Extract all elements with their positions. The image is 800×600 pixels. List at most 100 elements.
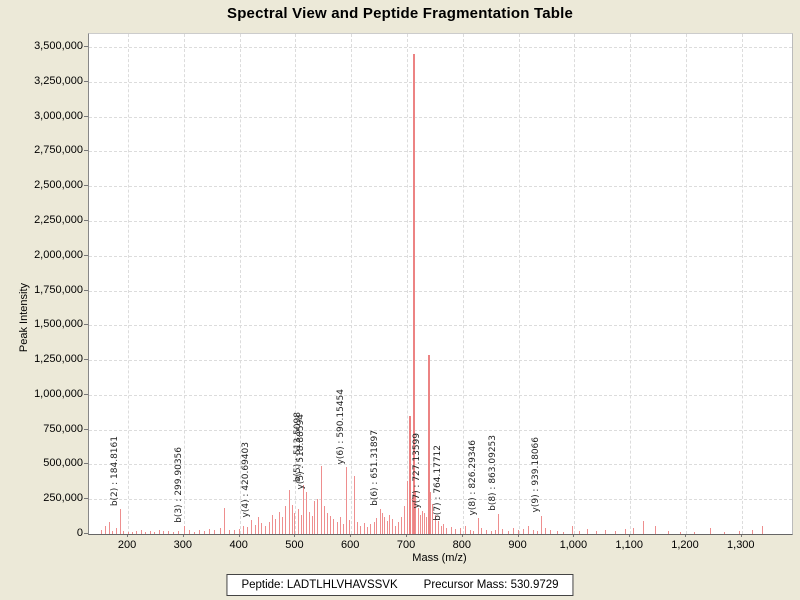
y-tick-mark [84, 46, 88, 47]
spectrum-peak [278, 511, 280, 534]
spectrum-peak [517, 530, 519, 534]
spectrum-peak [494, 529, 496, 534]
spectrum-peak [303, 485, 304, 534]
y-tick-mark [84, 393, 88, 395]
peptide-sequence: LADTLHLVHAVSSVK [286, 579, 398, 591]
x-gridline [685, 34, 687, 534]
peak-annotation: y(6) : 590.15454 [335, 388, 346, 465]
y-tick-mark [84, 150, 88, 152]
spectrum-peak [272, 514, 273, 534]
spectrum-peak [145, 531, 147, 534]
spectrum-peak [413, 54, 416, 534]
spectrum-peak [127, 531, 129, 534]
spectrum-peak [317, 498, 319, 534]
spectrum-peak [258, 517, 260, 534]
spectrum-peak [437, 520, 439, 534]
x-gridline [351, 34, 353, 534]
spectrum-peak [141, 530, 143, 534]
spectrum-peak [426, 517, 427, 534]
spectrum-peak [415, 490, 417, 534]
spectrum-peak [282, 517, 283, 534]
y-tick-label: 2,750,000 [34, 144, 83, 157]
spectrum-peak [209, 528, 210, 534]
spectrum-peak [193, 531, 195, 534]
spectrum-peak [411, 497, 413, 534]
spectrum-peak [311, 515, 313, 534]
y-gridline [89, 255, 792, 257]
x-tick-mark [629, 534, 631, 537]
spectrum-peak [532, 529, 534, 534]
spectrum-peak [680, 531, 682, 534]
spectrum-peak [264, 525, 266, 534]
spectrum-peak [477, 518, 479, 534]
spectrum-peak [739, 530, 740, 534]
spectrum-peak [624, 529, 626, 534]
spectrum-peak [158, 529, 160, 534]
spectrum-peak [595, 531, 597, 534]
x-tick-mark [517, 534, 519, 537]
spectrum-peak [254, 525, 256, 534]
spectrum-peak [485, 530, 487, 534]
x-tick-mark [238, 534, 240, 537]
peptide-info-box: Peptide: LADTLHLVHAVSSVK Precursor Mass: … [226, 574, 574, 596]
spectrum-peak [370, 524, 372, 534]
spectrum-peak [440, 525, 442, 534]
y-gridline [89, 47, 792, 48]
y-tick-mark [84, 324, 88, 326]
spectrum-peak [376, 518, 378, 534]
y-tick-label: 1,500,000 [34, 318, 83, 331]
spectrum-peak [115, 528, 117, 534]
peak-annotation: y(5) : 518.88594 [296, 413, 306, 490]
spectrum-peak [422, 511, 424, 534]
spectrum-peak [527, 526, 529, 534]
precursor-mass-label: Precursor Mass: [423, 579, 508, 591]
spectrum-peak [306, 492, 307, 534]
y-tick-mark [84, 185, 88, 187]
spectrum-peak [219, 527, 221, 534]
x-tick-label: 200 [117, 539, 137, 551]
precursor-mass-value: 530.9729 [510, 579, 559, 591]
spectrum-peak [238, 528, 240, 534]
spectrum-peak [342, 524, 344, 534]
y-tick-mark [84, 498, 88, 500]
x-tick-label: 1,300 [727, 539, 755, 551]
spectrum-peak [336, 522, 338, 534]
spectrum-peak [427, 354, 430, 534]
peak-annotation: y(9) : 939.18066 [530, 437, 541, 513]
spectrum-peak [398, 522, 400, 534]
spectrum-peak [198, 529, 200, 534]
spectrum-peak [285, 506, 287, 534]
spectrum-peak [261, 522, 263, 534]
spectrum-peak [404, 506, 406, 534]
x-gridline [407, 34, 409, 534]
x-tick-label: 1,100 [615, 539, 643, 551]
spectrum-peak [108, 522, 110, 534]
spectrum-peak [578, 530, 580, 534]
spectrum-peak [173, 531, 175, 534]
x-tick-label: 500 [285, 539, 304, 551]
spectrum-peak [233, 530, 235, 534]
spectrum-peak [333, 519, 335, 534]
spectrum-peak [356, 522, 358, 534]
peak-annotation: y(7) : 727.13599 [412, 432, 423, 509]
spectrum-peak [481, 528, 483, 534]
x-tick-mark [350, 534, 352, 537]
y-gridline [89, 186, 792, 188]
spectrum-peak [379, 509, 381, 534]
spectrum-peak [314, 500, 316, 534]
spectrum-peak [326, 513, 328, 534]
y-gridline [89, 151, 792, 153]
spectrum-peak [668, 531, 670, 534]
spectrum-peak [243, 526, 244, 534]
spectrum-peak [188, 530, 190, 534]
y-gridline [89, 429, 792, 431]
spectrum-peak [512, 528, 514, 534]
x-gridline [630, 34, 632, 534]
spectrum-peak [340, 517, 342, 534]
spectrum-peak [432, 504, 434, 534]
y-gridline [89, 81, 792, 83]
spectrum-peak [540, 515, 542, 534]
spectrum-plot-area[interactable]: b(2) : 184.8161 b(3) : 299.90356 y(4) : 42… [88, 33, 793, 535]
y-tick-label: 500,000 [43, 457, 83, 470]
x-tick-mark [294, 534, 296, 537]
